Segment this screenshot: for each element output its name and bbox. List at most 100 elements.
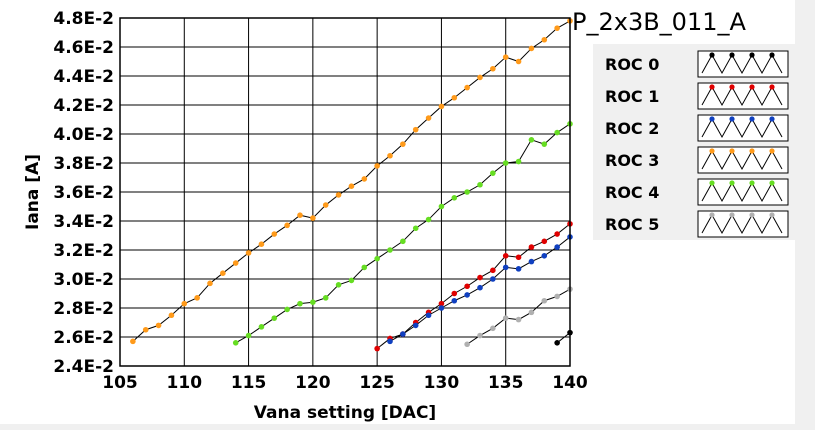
legend-swatch xyxy=(697,178,789,206)
data-point xyxy=(554,129,560,136)
data-point xyxy=(451,94,458,101)
data-point xyxy=(554,293,560,300)
data-point xyxy=(245,332,252,339)
data-point xyxy=(412,225,419,232)
data-point xyxy=(490,65,496,72)
legend-label: ROC 0 xyxy=(605,55,659,74)
data-point xyxy=(451,195,458,201)
data-point xyxy=(220,270,226,277)
data-point xyxy=(130,338,136,345)
data-point xyxy=(310,215,316,221)
data-point xyxy=(232,340,239,346)
data-point xyxy=(438,103,445,110)
data-point xyxy=(425,312,432,319)
y-tick-label: 4.4E-2 xyxy=(53,67,114,87)
data-point xyxy=(335,192,342,198)
data-point xyxy=(490,325,496,332)
data-point xyxy=(528,244,535,250)
y-tick-label: 2.8E-2 xyxy=(53,299,114,319)
y-tick-label: 3.6E-2 xyxy=(53,183,114,203)
legend-label: ROC 3 xyxy=(605,151,659,170)
data-point xyxy=(412,322,419,329)
legend-marker xyxy=(709,84,715,90)
data-point xyxy=(490,276,496,282)
legend-marker xyxy=(729,148,735,154)
data-point xyxy=(438,305,445,311)
data-point xyxy=(271,315,278,321)
data-point xyxy=(554,244,560,250)
data-point xyxy=(387,247,393,253)
data-point xyxy=(387,338,393,345)
data-point xyxy=(528,137,535,143)
data-point xyxy=(387,152,393,159)
legend-marker xyxy=(729,116,735,122)
data-point xyxy=(464,84,470,91)
data-point xyxy=(400,331,406,337)
legend-marker xyxy=(709,212,715,218)
x-tick-label: 140 xyxy=(552,373,588,393)
x-tick-label: 110 xyxy=(167,373,203,393)
data-point xyxy=(477,284,483,291)
data-point xyxy=(515,158,522,165)
data-point xyxy=(348,277,355,284)
legend: ROC 0 ROC 1 ROC 2 ROC 3 ROC 4 ROC 5 xyxy=(593,44,803,240)
data-point xyxy=(425,115,432,121)
legend-marker xyxy=(749,52,755,58)
data-point xyxy=(554,25,560,31)
legend-line xyxy=(701,213,783,235)
x-tick-label: 115 xyxy=(231,373,267,393)
data-point xyxy=(207,280,213,287)
data-point xyxy=(194,295,200,301)
legend-marker xyxy=(769,180,775,186)
y-tick-label: 2.6E-2 xyxy=(53,328,114,348)
data-point xyxy=(528,258,535,265)
legend-marker xyxy=(749,84,755,90)
legend-marker xyxy=(749,180,755,186)
legend-item-roc-4: ROC 4 xyxy=(605,178,789,206)
x-tick-label: 105 xyxy=(102,373,138,393)
data-point xyxy=(502,160,509,166)
data-point xyxy=(258,241,265,247)
data-point xyxy=(297,212,303,218)
data-point xyxy=(541,238,548,245)
legend-label: ROC 4 xyxy=(605,183,659,202)
legend-marker xyxy=(769,84,775,90)
data-point xyxy=(541,141,548,147)
data-point xyxy=(502,315,509,321)
legend-marker xyxy=(729,52,735,58)
data-point xyxy=(541,297,548,304)
series-roc-2 xyxy=(387,234,573,345)
legend-label: ROC 5 xyxy=(605,215,659,234)
x-tick-label: 135 xyxy=(488,373,524,393)
data-point xyxy=(374,345,380,352)
y-tick-label: 4.6E-2 xyxy=(53,38,114,58)
legend-line xyxy=(701,117,783,139)
data-point xyxy=(515,316,522,323)
legend-label: ROC 1 xyxy=(605,87,659,106)
legend-line xyxy=(701,85,783,107)
data-point xyxy=(258,324,265,330)
legend-marker xyxy=(769,116,775,122)
y-tick-label: 3.2E-2 xyxy=(53,241,114,261)
legend-marker xyxy=(729,84,735,90)
data-point xyxy=(181,300,188,307)
data-point xyxy=(464,341,470,348)
chart-title: P_2x3B_011_A xyxy=(572,8,746,36)
data-point xyxy=(335,282,342,288)
legend-line xyxy=(701,181,783,203)
legend-marker xyxy=(749,116,755,122)
y-tick-label: 4.2E-2 xyxy=(53,96,114,116)
legend-item-roc-2: ROC 2 xyxy=(605,114,789,142)
data-point xyxy=(374,163,380,169)
legend-item-roc-3: ROC 3 xyxy=(605,146,789,174)
series-line xyxy=(376,223,571,349)
legend-marker xyxy=(769,52,775,58)
data-point xyxy=(515,266,522,272)
data-point xyxy=(554,340,560,346)
x-tick-label: 125 xyxy=(359,373,395,393)
legend-line xyxy=(701,149,783,171)
data-point xyxy=(438,203,445,210)
y-tick-label: 4.8E-2 xyxy=(53,9,114,29)
y-tick-label: 4.0E-2 xyxy=(53,125,114,145)
data-point xyxy=(438,300,445,307)
